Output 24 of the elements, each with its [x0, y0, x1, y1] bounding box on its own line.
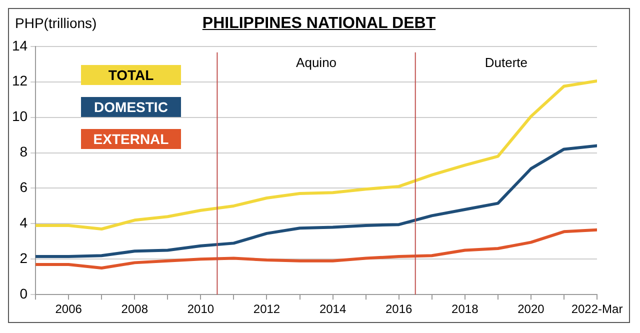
annotation: Duterte	[484, 54, 528, 70]
x-tick-label: 2016	[385, 302, 413, 316]
text: TOTAL	[81, 65, 181, 85]
x-tick-label: 2008	[121, 302, 148, 316]
x-tick-label: 2022-Mar	[571, 302, 623, 316]
x-tick-label: 2020	[518, 302, 545, 316]
y-tick-label: 6	[20, 179, 28, 196]
x-tick-label: 2018	[452, 302, 479, 316]
y-tick-label: 2	[20, 250, 28, 266]
y-tick-label: 10	[12, 108, 28, 124]
x-tick-label: 2012	[253, 302, 280, 316]
annotation: Aquino	[296, 54, 337, 70]
chart-title: PHILIPPINES NATIONAL DEBT	[202, 15, 436, 32]
text: EXTERNAL	[81, 129, 181, 149]
y-tick-label: 4	[20, 214, 28, 231]
x-tick-label: 2006	[55, 302, 82, 316]
text: DOMESTIC	[81, 97, 181, 117]
y-axis-title: PHP(trillions)	[15, 15, 97, 31]
y-tick-label: 8	[20, 144, 28, 160]
y-tick-label: 12	[12, 72, 28, 89]
y-tick-label: 0	[20, 285, 28, 302]
x-tick-label: 2010	[187, 302, 214, 316]
x-tick-label: 2014	[319, 302, 346, 316]
y-tick-label: 14	[12, 37, 28, 54]
